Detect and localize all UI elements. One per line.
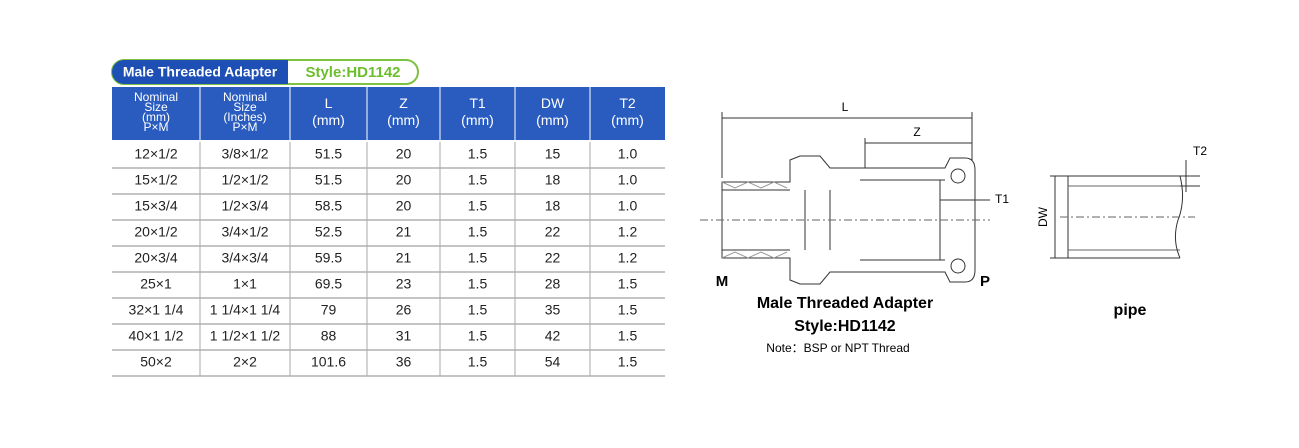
column-header: T2 <box>619 95 636 111</box>
dim-label: Z <box>913 125 920 139</box>
cell: 1×1 <box>233 276 257 292</box>
column-header: L <box>325 95 333 111</box>
cell: 20×1/2 <box>134 224 177 240</box>
cell: 1.5 <box>618 328 638 344</box>
cell: 59.5 <box>315 250 342 266</box>
cell: 31 <box>396 328 412 344</box>
pipe-drawing <box>1050 160 1200 259</box>
cell: 28 <box>545 276 561 292</box>
cell: 1 1/2×1 1/2 <box>210 328 281 344</box>
cell: 79 <box>321 302 337 318</box>
cell: 1.2 <box>618 250 638 266</box>
cell: 1/2×3/4 <box>221 198 268 214</box>
dim-label: T1 <box>995 192 1009 206</box>
table-style: Style:HD1142 <box>305 64 400 81</box>
cell: 23 <box>396 276 412 292</box>
diagram-note: Note：BSP or NPT Thread <box>766 341 909 355</box>
cell: 21 <box>396 250 412 266</box>
cell: 52.5 <box>315 224 342 240</box>
cell: 21 <box>396 224 412 240</box>
cell: 1.0 <box>618 198 638 214</box>
cell: 36 <box>396 354 412 370</box>
cell: 40×1 1/2 <box>129 328 184 344</box>
cell: 1.0 <box>618 172 638 188</box>
column-header: Nominal <box>223 90 267 104</box>
cell: 1.5 <box>468 328 488 344</box>
cell: 1.5 <box>468 146 488 162</box>
cell: 35 <box>545 302 561 318</box>
cell: 51.5 <box>315 146 342 162</box>
cell: 22 <box>545 250 561 266</box>
cell: 12×1/2 <box>134 146 177 162</box>
column-header: (mm) <box>536 112 569 128</box>
cell: 15×1/2 <box>134 172 177 188</box>
dim-label: T2 <box>1193 144 1207 158</box>
cell: 1.5 <box>468 172 488 188</box>
cell: 1.5 <box>468 198 488 214</box>
cell: 1 1/4×1 1/4 <box>210 302 281 318</box>
cell: 32×1 1/4 <box>129 302 184 318</box>
cell: 26 <box>396 302 412 318</box>
diagram-style: Style:HD1142 <box>794 318 895 335</box>
cell: 15 <box>545 146 561 162</box>
header-bg <box>112 87 665 140</box>
cell: 42 <box>545 328 561 344</box>
cell: 69.5 <box>315 276 342 292</box>
cell: 1.5 <box>618 354 638 370</box>
cell: 51.5 <box>315 172 342 188</box>
column-header: (mm) <box>461 112 494 128</box>
column-header: (mm) <box>312 112 345 128</box>
cell: 20 <box>396 172 412 188</box>
cell: 1.5 <box>468 276 488 292</box>
cell: 1.0 <box>618 146 638 162</box>
cell: 50×2 <box>140 354 172 370</box>
cell: 1.5 <box>468 302 488 318</box>
cell: 20 <box>396 198 412 214</box>
cell: 15×3/4 <box>134 198 177 214</box>
cell: 18 <box>545 198 561 214</box>
cell: 1/2×1/2 <box>221 172 268 188</box>
column-header: Nominal <box>134 90 178 104</box>
cell: 20 <box>396 146 412 162</box>
cell: 1.5 <box>618 276 638 292</box>
dim-label: DW <box>1036 206 1050 227</box>
column-header: T1 <box>469 95 486 111</box>
table-title: Male Threaded Adapter <box>123 64 278 80</box>
end-label: P <box>980 273 990 290</box>
column-header: Size <box>144 100 168 114</box>
cell: 3/4×1/2 <box>221 224 268 240</box>
end-label: M <box>716 273 729 290</box>
cell: 3/8×1/2 <box>221 146 268 162</box>
column-header: (mm) <box>611 112 644 128</box>
dim-label: L <box>842 100 849 114</box>
cell: 25×1 <box>140 276 172 292</box>
column-header: (mm) <box>142 110 170 124</box>
adapter-drawing <box>700 112 990 285</box>
cell: 54 <box>545 354 561 370</box>
diagram-caption: Male Threaded Adapter <box>757 295 933 312</box>
cell: 1.5 <box>468 354 488 370</box>
column-header: (Inches) <box>223 110 266 124</box>
cell: 1.5 <box>468 250 488 266</box>
title-pill <box>112 60 288 84</box>
cell: 3/4×3/4 <box>221 250 268 266</box>
pipe-caption: pipe <box>1114 302 1147 319</box>
cell: 1.5 <box>468 224 488 240</box>
cell: 58.5 <box>315 198 342 214</box>
cell: 2×2 <box>233 354 257 370</box>
cell: 1.2 <box>618 224 638 240</box>
cell: 101.6 <box>311 354 346 370</box>
column-header: Z <box>399 95 408 111</box>
cell: 88 <box>321 328 337 344</box>
cell: 20×3/4 <box>134 250 177 266</box>
cell: 1.5 <box>618 302 638 318</box>
column-header: DW <box>541 95 565 111</box>
cell: 22 <box>545 224 561 240</box>
column-header: P×M <box>232 120 257 134</box>
column-header: (mm) <box>387 112 420 128</box>
column-header: Size <box>233 100 257 114</box>
cell: 18 <box>545 172 561 188</box>
column-header: P×M <box>143 120 168 134</box>
